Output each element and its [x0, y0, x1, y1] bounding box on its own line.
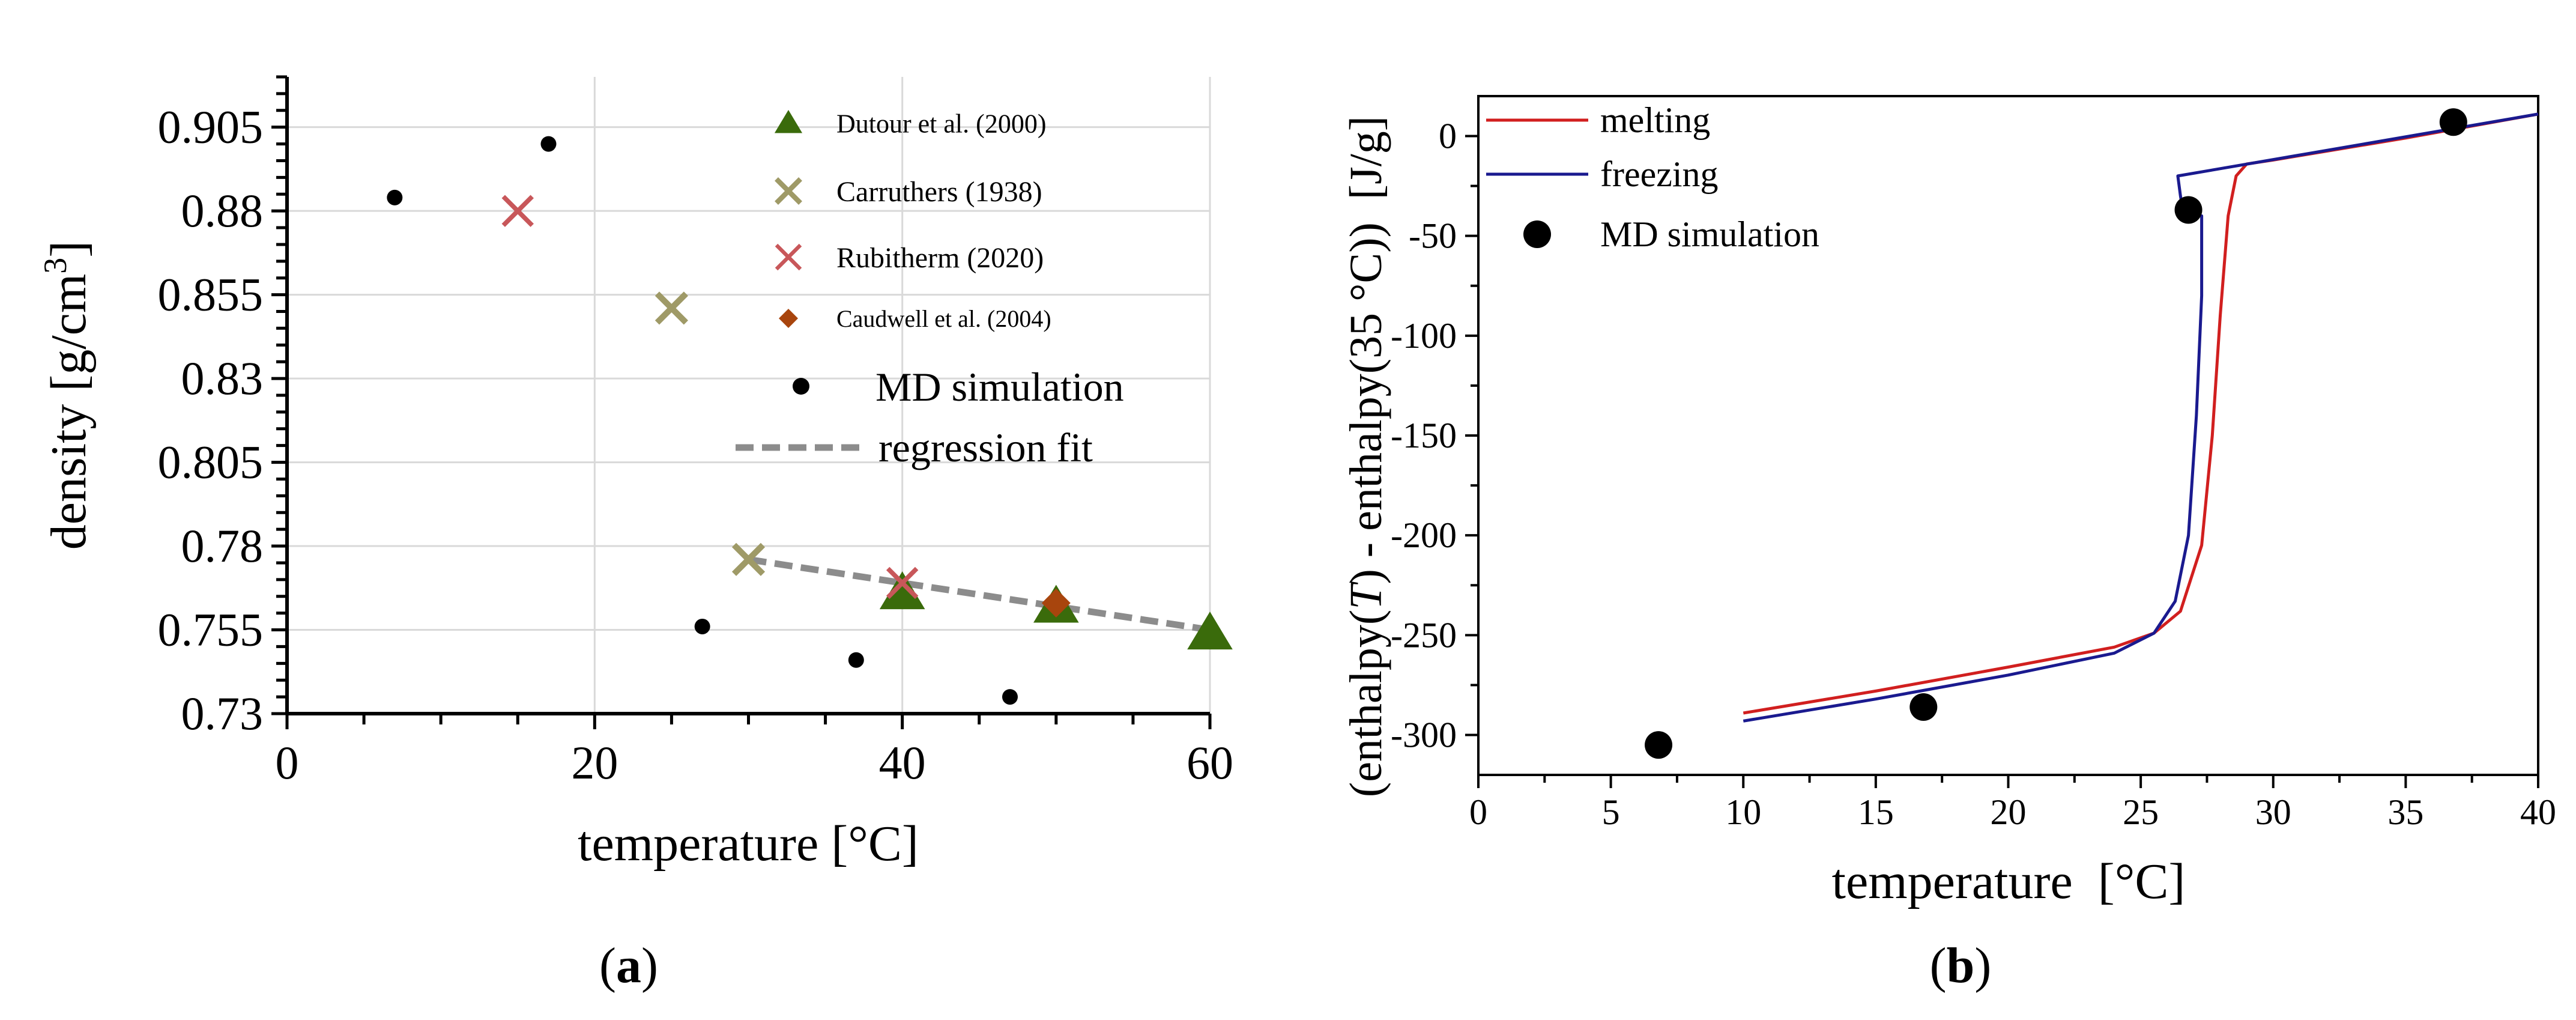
x-tick-label: 30 [2255, 792, 2291, 832]
panel-caption-a: (a) [599, 938, 658, 994]
legend-label-md: MD simulation [875, 364, 1124, 410]
rubitherm-point-stroke-2 [886, 566, 919, 600]
carruthers-point-stroke-2 [731, 542, 766, 576]
grid-lines [287, 77, 1211, 714]
md-point [2174, 196, 2203, 224]
y-tick-label: -200 [1391, 515, 1457, 555]
y-tick-label: 0.88 [181, 184, 264, 237]
y-tick-label: 0.78 [181, 520, 264, 572]
y-tick-label: 0.755 [158, 604, 264, 656]
y-tick-label: -100 [1391, 316, 1457, 356]
panel-caption-b: (b) [1930, 938, 1992, 994]
legend-label-carruthers: Carruthers (1938) [836, 176, 1042, 208]
x-tick-label: 15 [1858, 792, 1894, 832]
x-tick-label: 40 [879, 736, 926, 789]
y-tick-labels: -300 -250 -200 -150 -100 -50 0 [1391, 116, 1457, 754]
x-tick-label: 5 [1602, 792, 1620, 832]
x-tick-label: 60 [1187, 736, 1233, 789]
freezing-line [1743, 112, 2539, 723]
legend-label-rubitherm: Rubitherm (2020) [836, 242, 1044, 274]
rubitherm-point [886, 566, 919, 600]
legend-label-md: MD simulation [1600, 214, 1819, 254]
legend: melting freezing MD simulation [1486, 100, 1819, 254]
regression-line [748, 556, 1211, 633]
legend-marker-dutour [774, 110, 803, 133]
dutour-point [879, 571, 925, 610]
x-tick-label: 0 [276, 736, 299, 789]
md-point [387, 189, 403, 205]
melting-line [1743, 112, 2539, 715]
y-tick-label: -250 [1391, 615, 1457, 655]
legend-marker-rubitherm [775, 243, 802, 271]
y-tick-label: 0.805 [158, 436, 264, 488]
y-tick-label: 0.855 [158, 269, 264, 321]
data-points [1645, 108, 2467, 759]
y-tick-label: 0 [1439, 116, 1457, 156]
x-axis-label: temperature [°C] [578, 816, 919, 872]
x-tick-label: 10 [1725, 792, 1761, 832]
x-tick-label: 20 [571, 736, 618, 789]
plot-frame [1477, 95, 2539, 776]
md-point [2439, 108, 2467, 136]
md-point [694, 618, 710, 634]
caudwell-point [1041, 588, 1071, 618]
legend-marker-caudwell [779, 309, 798, 328]
x-tick-label: 25 [2123, 792, 2159, 832]
md-point [848, 652, 864, 668]
md-point [1645, 731, 1673, 759]
x-tick-labels: 0 5 10 15 20 25 30 35 40 [1469, 792, 2556, 832]
x-axis-label: temperature [°C] [1832, 854, 2186, 909]
md-point [540, 136, 557, 152]
x-tick-label: 0 [1469, 792, 1487, 832]
legend-label-caudwell: Caudwell et al. (2004) [836, 305, 1051, 332]
y-tick-labels: 0.73 0.755 0.78 0.805 0.83 0.855 0.88 0.905 [158, 101, 264, 739]
y-tick-label: -300 [1391, 715, 1457, 755]
axis-ticks [1465, 135, 2539, 788]
legend-marker-carruthers [775, 177, 802, 205]
y-tick-label: 0.73 [181, 687, 264, 739]
x-tick-label: 35 [2387, 792, 2423, 832]
rubitherm-point-stroke-2 [501, 195, 534, 227]
y-tick-label: 0.83 [181, 352, 264, 404]
y-axis-label: (enthalpy(T) - enthalpy(35 °C)) [J/g] [1341, 116, 1391, 797]
y-tick-label: 0.905 [158, 101, 264, 153]
y-tick-label: -50 [1409, 216, 1457, 256]
md-point [1909, 693, 1938, 721]
y-tick-label: -150 [1391, 416, 1457, 455]
legend-marker-md [793, 378, 809, 395]
regression-fit-line [748, 556, 1211, 633]
carruthers-point [731, 542, 766, 576]
panel-a: 0.73 0.755 0.78 0.805 0.83 0.855 0.88 0.905 0 20… [37, 75, 1234, 994]
data-points [387, 136, 1233, 705]
md-point [1002, 689, 1018, 705]
legend-marker-md [1523, 220, 1551, 248]
rubitherm-point [501, 195, 534, 227]
legend-label-regression: regression fit [878, 425, 1093, 470]
x-tick-label: 20 [1991, 792, 2027, 832]
dutour-point [1187, 612, 1233, 650]
y-axis-label: density [g/cm3] [37, 241, 97, 550]
x-tick-label: 40 [2520, 792, 2556, 832]
panel-b: -300 -250 -200 -150 -100 -50 0 0 5 10 15 20 25 30 35 4… [1341, 95, 2556, 994]
carruthers-point [655, 291, 688, 325]
series-lines [1743, 112, 2539, 723]
axis-ticks [271, 75, 1212, 729]
legend-label-melting: melting [1600, 100, 1710, 140]
x-tick-labels: 0 20 40 60 [276, 736, 1234, 789]
legend: Dutour et al. (2000) Carruthers (1938) Rub… [736, 109, 1124, 470]
carruthers-point-stroke-2 [655, 291, 688, 325]
legend-label-dutour: Dutour et al. (2000) [836, 109, 1046, 138]
legend-marker-rubitherm-stroke-2 [775, 243, 802, 271]
legend-label-freezing: freezing [1600, 154, 1719, 194]
legend-marker-carruthers-stroke-2 [775, 177, 802, 205]
